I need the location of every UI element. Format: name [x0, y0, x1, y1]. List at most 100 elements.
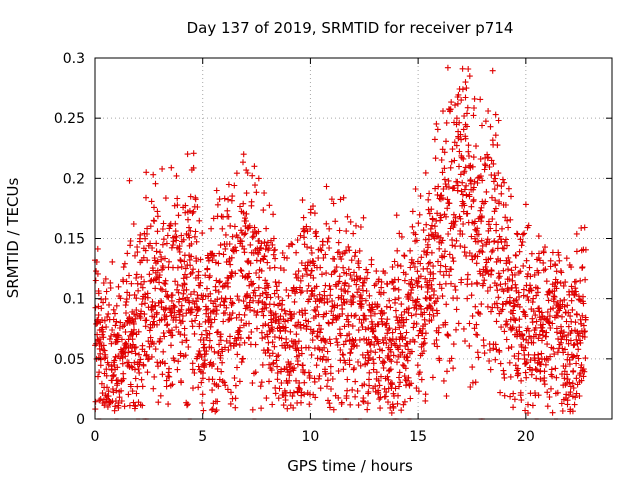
data-point [298, 350, 305, 357]
data-point [262, 277, 269, 284]
data-point [153, 309, 160, 316]
data-point [162, 360, 169, 367]
data-point [268, 367, 275, 374]
data-point [396, 383, 402, 390]
data-point [565, 340, 572, 347]
data-point [516, 293, 522, 300]
data-point [135, 287, 142, 294]
data-point [311, 292, 318, 299]
data-point [124, 250, 131, 257]
data-point [323, 270, 330, 277]
data-point [496, 348, 503, 355]
data-point [247, 241, 254, 248]
data-point [470, 154, 477, 161]
data-point [250, 280, 257, 287]
data-point [517, 268, 524, 275]
data-point [466, 342, 473, 349]
data-point [241, 249, 248, 256]
data-point [106, 336, 113, 343]
data-point [299, 273, 306, 280]
data-point [130, 330, 137, 337]
data-point [398, 301, 405, 308]
data-point [110, 373, 117, 380]
data-point [505, 254, 512, 261]
data-point [504, 217, 511, 224]
data-point [507, 393, 514, 400]
data-point [157, 285, 164, 292]
data-point [155, 363, 161, 370]
data-point [147, 334, 154, 341]
data-point [272, 390, 279, 397]
data-point [443, 268, 450, 275]
data-point [485, 154, 492, 161]
data-point [279, 297, 286, 304]
data-point [569, 408, 576, 415]
data-point [541, 375, 548, 381]
data-point [326, 400, 333, 407]
data-point [240, 151, 247, 158]
data-point [281, 254, 288, 261]
data-point [556, 257, 563, 264]
data-point [350, 299, 357, 306]
data-point [459, 86, 466, 93]
data-point [411, 264, 418, 270]
data-point [433, 120, 440, 127]
data-point [336, 227, 343, 234]
data-point [546, 313, 553, 320]
data-point [302, 317, 309, 324]
data-point [150, 318, 157, 325]
data-point [324, 238, 331, 245]
data-point [444, 368, 450, 375]
data-point [206, 330, 213, 337]
data-point [352, 393, 359, 400]
data-point [451, 157, 458, 164]
data-point [193, 298, 200, 305]
data-point [112, 310, 118, 317]
data-point [238, 317, 245, 324]
data-point [383, 320, 390, 327]
data-point [110, 306, 117, 313]
data-point [487, 255, 494, 262]
data-point [453, 326, 459, 333]
data-point [132, 350, 139, 357]
data-point [125, 391, 132, 398]
data-point [166, 365, 172, 372]
data-point [500, 267, 507, 274]
data-point [114, 364, 121, 371]
data-point [532, 366, 539, 372]
data-point [184, 294, 191, 301]
data-point [533, 318, 540, 325]
data-point [236, 378, 243, 385]
data-point [189, 323, 196, 330]
data-point [486, 164, 493, 170]
data-point [98, 380, 105, 387]
data-point [229, 310, 236, 317]
data-point [184, 401, 191, 408]
data-point [281, 267, 287, 274]
data-point [502, 214, 509, 221]
data-point [320, 353, 327, 360]
data-point [441, 176, 448, 183]
data-point [168, 244, 175, 251]
data-point [454, 100, 461, 107]
data-point [120, 350, 127, 357]
data-point [491, 208, 498, 215]
data-point [401, 373, 408, 380]
data-point [219, 225, 226, 232]
data-point [568, 283, 575, 290]
data-point [452, 243, 459, 250]
data-point [475, 354, 482, 361]
data-point [288, 240, 295, 247]
data-point [125, 359, 132, 366]
data-point [136, 359, 143, 366]
data-point [535, 269, 542, 276]
data-point [214, 365, 221, 372]
data-point [561, 333, 568, 340]
data-point [484, 151, 491, 158]
data-point [189, 360, 196, 367]
data-point [461, 202, 468, 209]
data-point [380, 289, 387, 296]
data-point [560, 282, 567, 289]
data-point [477, 311, 483, 317]
data-point [249, 406, 256, 413]
